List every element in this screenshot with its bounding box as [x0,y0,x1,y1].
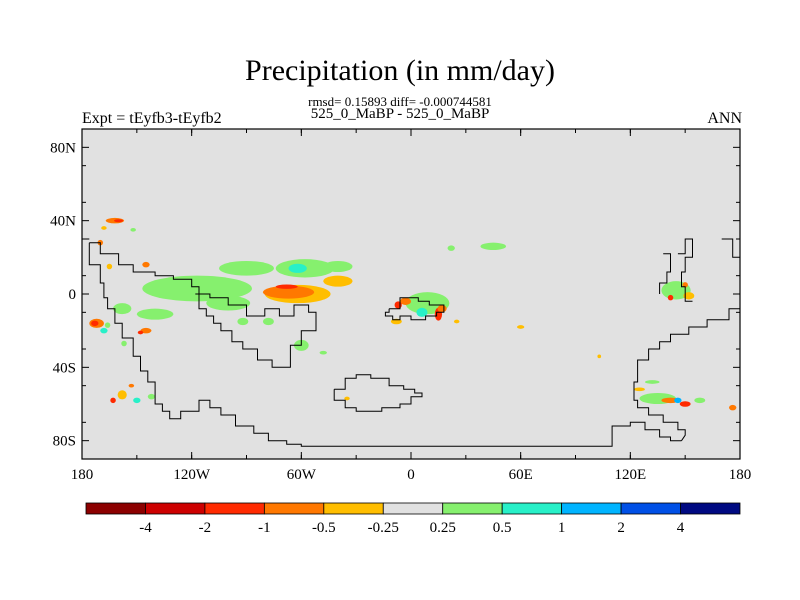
y-tick-label: 0 [69,287,77,303]
anomaly-patch-5 [142,261,150,268]
stats-line: rmsd= 0.15893 diff= -0.000744581 [308,94,492,109]
coastline-4 [633,308,740,441]
x-tick-label: 60E [509,467,533,483]
anomaly-patch-47 [110,397,116,404]
colorbar-label: 0.5 [493,520,512,536]
coastline-0 [89,242,317,368]
anomaly-patch-41 [100,327,108,334]
anomaly-patch-45 [121,340,127,347]
expt-label: Expt = tEyfb3-tEyfb2 [82,110,222,127]
anomaly-patch-20 [262,317,274,326]
axis-ticks: 180 120W 60W 0 60E 120E 180 80N 40N 0 40S 80S [50,128,752,483]
anomaly-patch-18 [288,263,307,273]
anomaly-patch-6 [106,263,113,270]
coastline-5 [721,238,740,258]
anomaly-patch-37 [667,294,674,301]
colorbar-label: -4 [139,520,152,536]
colorbar-label: 0.25 [430,520,456,536]
anomaly-patch-42 [104,322,111,328]
y-tick-label: 80S [53,434,76,450]
anomaly-patch-44 [137,330,144,335]
colorbar-swatch-1 [145,502,206,515]
colorbar: -4 -2 -1 -0.5 -0.25 0.25 0.5 1 2 4 [85,502,741,536]
y-tick-label: 80N [50,140,76,156]
colorbar-label: -1 [258,520,271,536]
x-tick-label: 120W [173,467,211,483]
anomaly-patch-17 [323,261,353,272]
season-label: ANN [707,110,742,127]
anomaly-patch-14 [275,284,298,289]
anomaly-patch-30 [453,319,460,324]
anomaly-patch-50 [128,383,135,388]
anomaly-patch-32 [480,242,507,250]
colorbar-swatch-3 [263,502,325,515]
x-tick-label: 0 [407,467,415,483]
colorbar-swatch-4 [323,502,384,515]
anomaly-patch-40 [91,320,99,327]
anomaly-patch-2 [101,226,107,230]
colorbar-swatch-8 [561,502,622,515]
colorbar-label: -0.25 [368,520,399,536]
colorbar-swatch-9 [620,502,681,515]
anomaly-patch-1 [113,219,124,223]
colorbar-swatch-0 [85,502,146,515]
coastline-3 [333,374,423,412]
coastline-8 [659,253,671,294]
anomaly-patch-28 [437,305,447,313]
anomaly-patch-48 [133,397,141,404]
anomaly-patch-22 [319,350,327,355]
colorbar-label: 4 [677,520,685,536]
anomaly-patch-49 [147,393,156,400]
x-tick-label: 120E [614,467,646,483]
anomaly-patch-31 [447,245,455,251]
coastline-2 [384,297,445,321]
anomaly-patch-25 [394,301,402,309]
anomaly-patch-34 [597,354,602,359]
x-tick-label: 180 [729,467,752,483]
y-tick-label: 40S [53,360,76,376]
colorbar-swatch-10 [680,502,741,515]
colorbar-label: -2 [199,520,212,536]
colorbar-swatch-6 [442,502,503,515]
case-label: 525_0_MaBP - 525_0_MaBP [310,106,490,122]
anomaly-patch-54 [674,397,682,404]
colorbar-swatch-5 [382,502,444,515]
colorbar-label: 2 [617,520,625,536]
anomaly-patch-10 [136,308,174,320]
coastline-7 [677,238,693,302]
anomaly-patch-7 [142,275,252,302]
anomaly-patch-15 [323,275,353,287]
colorbar-label: -0.5 [312,520,336,536]
anomaly-patch-3 [130,228,136,232]
anomaly-patch-53 [679,401,691,407]
anomaly-patch-36 [683,292,695,300]
anomaly-patch-46 [117,390,127,400]
anomaly-patch-26 [416,307,428,317]
anomaly-patch-11 [113,303,132,315]
anomaly-patch-43 [140,327,152,334]
anomaly-patch-57 [644,380,660,384]
anomaly-patch-8 [219,261,274,276]
chart-title: Precipitation (in mm/day) [245,54,555,87]
anomaly-layer [89,217,737,411]
anomaly-patch-21 [237,317,249,326]
anomaly-patch-33 [517,325,525,329]
coastline-1 [88,242,682,447]
anomaly-patch-24 [400,297,411,306]
anomaly-patch-58 [729,404,737,411]
x-tick-label: 180 [71,467,94,483]
colorbar-label: 1 [558,520,566,536]
anomaly-patch-59 [344,396,350,401]
anomaly-patch-55 [694,397,706,404]
anomaly-patch-13 [262,285,315,299]
y-tick-label: 40N [50,214,76,230]
x-tick-label: 60W [287,467,317,483]
anomaly-patch-56 [633,387,645,392]
colorbar-swatch-2 [204,502,265,515]
colorbar-swatch-7 [501,502,563,515]
